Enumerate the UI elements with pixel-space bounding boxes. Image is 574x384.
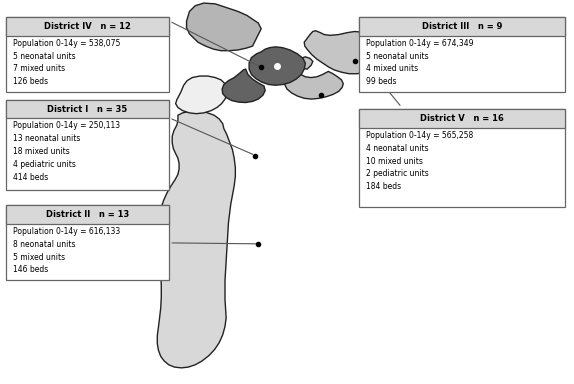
Text: Population 0-14y = 616,133
8 neonatal units
5 mixed units
146 beds: Population 0-14y = 616,133 8 neonatal un… bbox=[13, 227, 120, 275]
Text: Population 0-14y = 674,349
5 neonatal units
4 mixed units
99 beds: Population 0-14y = 674,349 5 neonatal un… bbox=[366, 39, 473, 86]
Polygon shape bbox=[157, 111, 235, 368]
FancyBboxPatch shape bbox=[6, 100, 169, 190]
Polygon shape bbox=[187, 3, 261, 51]
Polygon shape bbox=[222, 69, 265, 103]
Text: Population 0-14y = 565,258
4 neonatal units
10 mixed units
2 pediatric units
184: Population 0-14y = 565,258 4 neonatal un… bbox=[366, 131, 473, 191]
Text: District IV   n = 12: District IV n = 12 bbox=[44, 22, 131, 31]
FancyBboxPatch shape bbox=[359, 17, 565, 92]
Polygon shape bbox=[304, 31, 386, 74]
Text: District II   n = 13: District II n = 13 bbox=[46, 210, 129, 219]
Polygon shape bbox=[285, 57, 343, 99]
FancyBboxPatch shape bbox=[6, 100, 169, 118]
Text: District III   n = 9: District III n = 9 bbox=[422, 22, 502, 31]
FancyBboxPatch shape bbox=[359, 109, 565, 128]
FancyBboxPatch shape bbox=[359, 17, 565, 36]
Text: Population 0-14y = 538,075
5 neonatal units
7 mixed units
126 beds: Population 0-14y = 538,075 5 neonatal un… bbox=[13, 39, 120, 86]
Polygon shape bbox=[176, 76, 227, 114]
Text: District I   n = 35: District I n = 35 bbox=[48, 104, 127, 114]
Polygon shape bbox=[249, 47, 305, 85]
FancyBboxPatch shape bbox=[6, 17, 169, 92]
Text: Population 0-14y = 250,113
13 neonatal units
18 mixed units
4 pediatric units
41: Population 0-14y = 250,113 13 neonatal u… bbox=[13, 121, 120, 182]
FancyBboxPatch shape bbox=[6, 205, 169, 280]
FancyBboxPatch shape bbox=[359, 109, 565, 207]
Text: District V   n = 16: District V n = 16 bbox=[420, 114, 504, 123]
FancyBboxPatch shape bbox=[6, 17, 169, 36]
FancyBboxPatch shape bbox=[6, 205, 169, 224]
